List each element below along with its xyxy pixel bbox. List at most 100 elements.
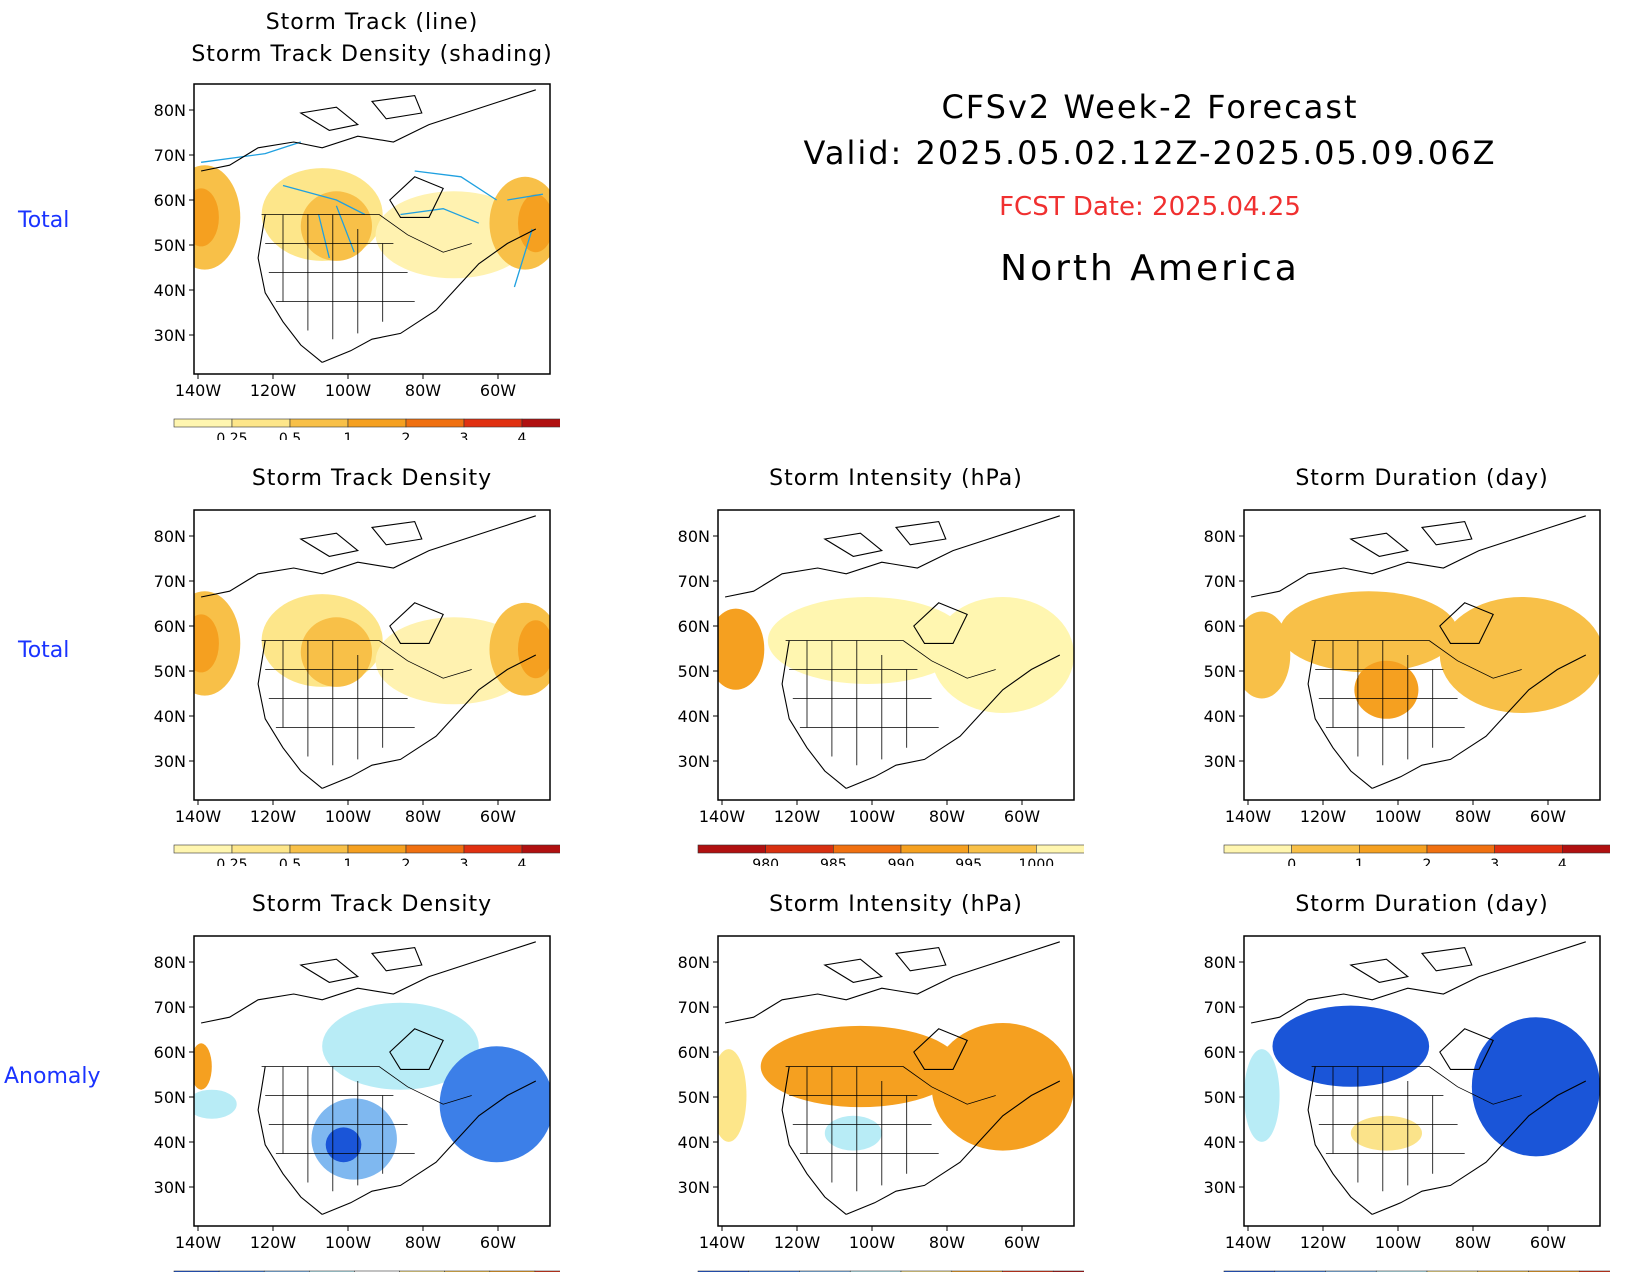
lat-tick-label: 60N [154, 1043, 186, 1062]
lat-tick-label: 30N [154, 326, 186, 345]
colorbar-label: 985 [820, 857, 847, 866]
lon-tick-label: 120W [774, 807, 821, 826]
colorbar-segment [521, 418, 560, 428]
lat-tick-label: 50N [1204, 662, 1236, 681]
lat-tick-label: 70N [1204, 998, 1236, 1017]
colorbar-label: 2 [1423, 857, 1432, 866]
colorbar-segment [309, 1270, 355, 1272]
map-panel-r2c3: 80N 70N 60N 50N 40N 30N 140W 120W 100W 80W 60W 0 1 2 3… [1204, 509, 1610, 866]
lon-tick-label: 60W [480, 381, 516, 400]
lon-tick-label: 80W [1455, 1233, 1491, 1252]
lat-tick-label: 30N [678, 752, 710, 771]
lat-tick-label: 50N [154, 1088, 186, 1107]
shading-region [1354, 660, 1419, 719]
lon-tick-label: 120W [250, 381, 297, 400]
lon-tick-label: 60W [480, 807, 516, 826]
row-label-total-1: Total [18, 208, 70, 233]
colorbar-segment [231, 844, 291, 854]
colorbar-label: 990 [888, 857, 915, 866]
colorbar-label: 4 [518, 431, 527, 440]
shading-region [194, 188, 219, 247]
colorbar-segment [1562, 844, 1610, 854]
colorbar-segment [263, 1270, 310, 1272]
lat-tick-label: 40N [678, 707, 710, 726]
lat-tick-label: 70N [154, 572, 186, 591]
lat-tick-label: 30N [154, 752, 186, 771]
lat-tick-label: 80N [678, 953, 710, 972]
lat-tick-label: 50N [154, 662, 186, 681]
top-panel-title-line2: Storm Track Density (shading) [191, 42, 553, 67]
colorbar-segment [1477, 1270, 1529, 1272]
lon-tick-label: 60W [1530, 1233, 1566, 1252]
colorbar-segment [489, 1270, 536, 1272]
colorbar-segment [1426, 1270, 1479, 1272]
lat-tick-label: 40N [154, 1133, 186, 1152]
forecast-title: CFSv2 Week-2 Forecast [941, 88, 1359, 126]
state-borders [261, 1066, 472, 1192]
lon-tick-label: 100W [1375, 807, 1422, 826]
shading-region [439, 1046, 550, 1163]
shading-region [718, 608, 765, 690]
colorbar-segment [521, 844, 560, 854]
colorbar-segment [399, 1270, 445, 1272]
colorbar-segment [900, 1270, 953, 1272]
lon-tick-label: 140W [175, 807, 222, 826]
colorbar-label: 3 [1490, 857, 1499, 866]
shading-region [194, 1089, 237, 1119]
colorbar-segment [748, 1270, 800, 1272]
lon-tick-label: 140W [699, 1233, 746, 1252]
lon-tick-label: 100W [1375, 1233, 1422, 1252]
valid-range: Valid: 2025.05.02.12Z-2025.05.09.06Z [803, 134, 1497, 172]
lon-tick-label: 140W [1225, 1233, 1272, 1252]
colorbar-segment [289, 844, 349, 854]
lon-tick-label: 80W [405, 807, 441, 826]
colorbar-segment [173, 418, 233, 428]
colorbar-label: 3 [460, 857, 469, 866]
map-frame [1243, 509, 1601, 801]
colorbar-segment [849, 1270, 902, 1272]
colorbar-segment [1223, 844, 1292, 854]
colorbar-segment [405, 418, 465, 428]
lat-tick-label: 30N [1204, 752, 1236, 771]
colorbar-segment [405, 844, 465, 854]
lat-tick-label: 40N [1204, 1133, 1236, 1152]
lat-tick-label: 70N [154, 146, 186, 165]
state-borders [1311, 640, 1522, 766]
lat-tick-label: 50N [678, 662, 710, 681]
map-panel-r2c2: 80N 70N 60N 50N 40N 30N 140W 120W 100W 80W 60W 980 9… [678, 509, 1084, 866]
colorbar-segment [347, 418, 407, 428]
lon-tick-label: 140W [1225, 807, 1272, 826]
lat-tick-label: 40N [154, 281, 186, 300]
colorbar-segment [1036, 844, 1084, 854]
map-panel-r3c3: 80N70N60N50N40N30N140W120W100W80W60W-0.4… [1204, 935, 1610, 1272]
colorbar-label: 0.5 [279, 857, 301, 866]
coastline [1250, 941, 1587, 1215]
map-frame [1243, 935, 1601, 1227]
lat-tick-label: 60N [678, 617, 710, 636]
region-name: North America [1000, 248, 1300, 289]
colorbar-segment [347, 844, 407, 854]
state-borders [785, 1066, 996, 1192]
lat-tick-label: 60N [678, 1043, 710, 1062]
colorbar-segment [289, 418, 349, 428]
colorbar-segment [697, 844, 766, 854]
lon-tick-label: 120W [1300, 1233, 1347, 1252]
lat-tick-label: 50N [678, 1088, 710, 1107]
colorbar-label: 3 [460, 431, 469, 440]
shading-region [1471, 1017, 1600, 1157]
colorbar-segment [1223, 1270, 1276, 1272]
lon-tick-label: 80W [929, 1233, 965, 1252]
storm-track-lines [201, 141, 544, 288]
lon-tick-label: 100W [849, 807, 896, 826]
lat-tick-label: 80N [154, 527, 186, 546]
colorbar-label: 0 [1287, 857, 1296, 866]
coastline [200, 89, 537, 363]
map-frame [717, 935, 1075, 1227]
colorbar-label: 0.25 [216, 857, 247, 866]
lon-tick-label: 100W [849, 1233, 896, 1252]
lon-tick-label: 100W [325, 807, 372, 826]
colorbar-segment [799, 1270, 851, 1272]
shading-region [931, 597, 1074, 713]
lon-tick-label: 120W [1300, 807, 1347, 826]
lat-tick-label: 50N [154, 236, 186, 255]
